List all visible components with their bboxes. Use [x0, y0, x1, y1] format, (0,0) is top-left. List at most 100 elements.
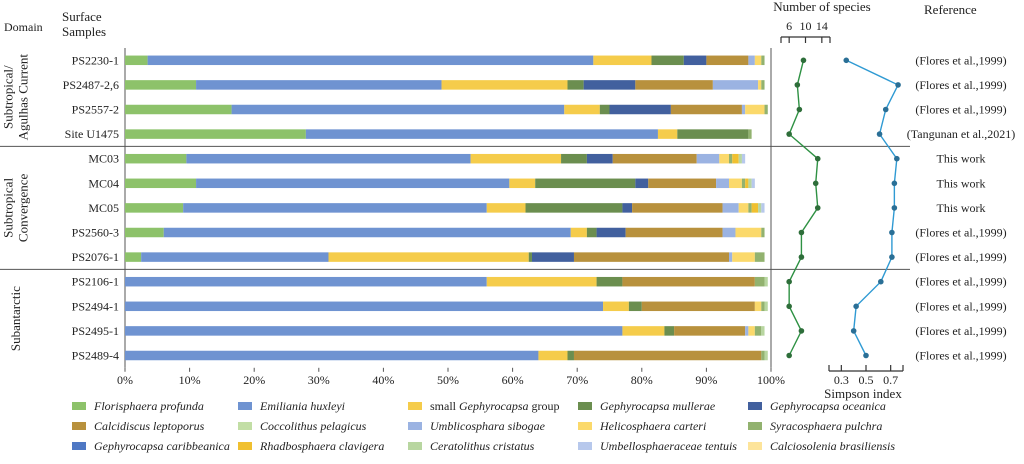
- bar-segment: [147, 55, 594, 66]
- bar-segment: [125, 80, 197, 90]
- bar-segment: [664, 326, 675, 336]
- reference-label: (Tangunan et al.,2021): [907, 127, 1015, 141]
- bar-segment: [741, 153, 746, 164]
- legend-item: Ceratolithus cristatus: [408, 439, 578, 454]
- simpson-title: Simpson index: [824, 386, 902, 401]
- samples-header: Samples: [62, 24, 106, 39]
- bar-segment: [677, 129, 749, 139]
- bar-segment: [125, 301, 604, 312]
- legend-label-italic: Syracosphaera pulchra: [770, 418, 883, 433]
- bar-segment: [761, 301, 765, 312]
- legend-label-italic: Helicosphaera carteri: [600, 418, 707, 433]
- legend-item: Calciosolenia brasiliensis: [748, 439, 918, 454]
- sample-label: PS2106-1: [72, 275, 119, 289]
- bar-segment: [509, 178, 536, 189]
- sample-label: Site U1475: [65, 127, 119, 141]
- legend-label-italic: Rhadbosphaera clavigera: [260, 438, 385, 453]
- bar-segment: [486, 203, 526, 213]
- x-tick-label: 70%: [566, 373, 588, 387]
- bar-segment: [716, 178, 730, 189]
- reference-label: (Flores et al.,1999): [915, 324, 1006, 338]
- bar-segment: [612, 153, 697, 164]
- bar-segment: [328, 252, 529, 262]
- species-point: [798, 328, 805, 334]
- bar-segment: [761, 203, 765, 213]
- reference-label: (Flores et al.,1999): [915, 103, 1006, 117]
- simpson-point: [843, 57, 850, 64]
- legend-label: Umblicosphara sibogae: [430, 419, 545, 434]
- legend-label-italic: Gephyrocapsa caribbeanica: [94, 438, 230, 453]
- species-point: [796, 106, 803, 113]
- bar-segment: [729, 252, 733, 262]
- bar-segment: [525, 203, 623, 213]
- species-title: Number of species: [773, 0, 870, 14]
- bar-segment: [486, 276, 597, 287]
- simpson-line: [845, 59, 900, 356]
- legend-swatch: [578, 422, 592, 430]
- bar-segment: [583, 80, 636, 90]
- domain-label: Subtropical: [1, 178, 16, 238]
- legend-swatch: [408, 422, 422, 430]
- bar-segment: [622, 276, 755, 287]
- bar-segment: [758, 203, 762, 213]
- legend-swatch: [238, 402, 252, 410]
- reference-label: (Flores et al.,1999): [915, 226, 1006, 240]
- x-tick-label: 20%: [243, 373, 265, 387]
- legend-label-italic: Ceratolithus cristatus: [430, 438, 535, 453]
- bar-segment: [573, 252, 730, 262]
- bar-segment: [722, 227, 736, 238]
- x-tick-label: 100%: [757, 373, 785, 387]
- bar-segment: [125, 203, 184, 213]
- bar-segment: [683, 55, 707, 66]
- bar-segment: [125, 104, 232, 115]
- bar-segment: [586, 153, 613, 164]
- bar-segment: [125, 55, 148, 66]
- bar-segment: [751, 203, 759, 213]
- legend-item: Coccolithus pelagicus: [238, 419, 408, 434]
- bar-segment: [674, 326, 746, 336]
- bar-segment: [635, 80, 713, 90]
- legend-label: Gephyrocapsa oceanica: [770, 399, 886, 414]
- species-tick-label: 6: [786, 19, 792, 33]
- species-point: [814, 155, 821, 162]
- bar-segment: [738, 203, 749, 213]
- legend-label: Syracosphaera pulchra: [770, 419, 882, 434]
- legend-row: Florisphaera profunda Emiliania huxleyi sm…: [72, 396, 1002, 416]
- bar-segment: [754, 301, 762, 312]
- bar-segment: [751, 178, 755, 189]
- legend-swatch: [408, 402, 422, 410]
- sample-label: MC03: [88, 152, 119, 166]
- bar-segment: [696, 153, 720, 164]
- legend-swatch: [408, 442, 422, 450]
- bar-segment: [754, 252, 765, 262]
- sample-label: MC05: [88, 201, 119, 215]
- species-point: [800, 57, 807, 64]
- bar-segment: [125, 252, 142, 262]
- reference-label: (Flores et al.,1999): [915, 349, 1006, 363]
- legend-label: Florisphaera profunda: [94, 399, 204, 414]
- species-point: [786, 131, 792, 137]
- simpson-point: [895, 82, 901, 88]
- species-point: [786, 303, 792, 310]
- bar-segment: [625, 227, 723, 238]
- bar-segment: [567, 350, 574, 361]
- bar-segment: [603, 301, 629, 312]
- legend-label-italic: Umbellosphaeraceae tentuis: [600, 438, 737, 453]
- bar-segment: [125, 326, 623, 336]
- legend-label-italic: Coccolithus pelagicus: [260, 418, 367, 433]
- bar-segment: [729, 178, 742, 189]
- bar-segment: [729, 153, 733, 164]
- domain-label: Subtropical/: [1, 65, 16, 129]
- bar-segment: [163, 227, 571, 238]
- bar-segment: [641, 301, 755, 312]
- species-line: [788, 60, 819, 356]
- bar-segment: [761, 55, 765, 66]
- bar-segment: [764, 350, 768, 361]
- species-point: [786, 352, 792, 359]
- bar-segment: [748, 178, 752, 189]
- legend-label-italic: Emiliania huxleyi: [260, 398, 345, 413]
- bar-segment: [632, 203, 723, 213]
- bar-segment: [735, 227, 762, 238]
- legend-swatch: [238, 422, 252, 430]
- simpson-point: [853, 303, 859, 310]
